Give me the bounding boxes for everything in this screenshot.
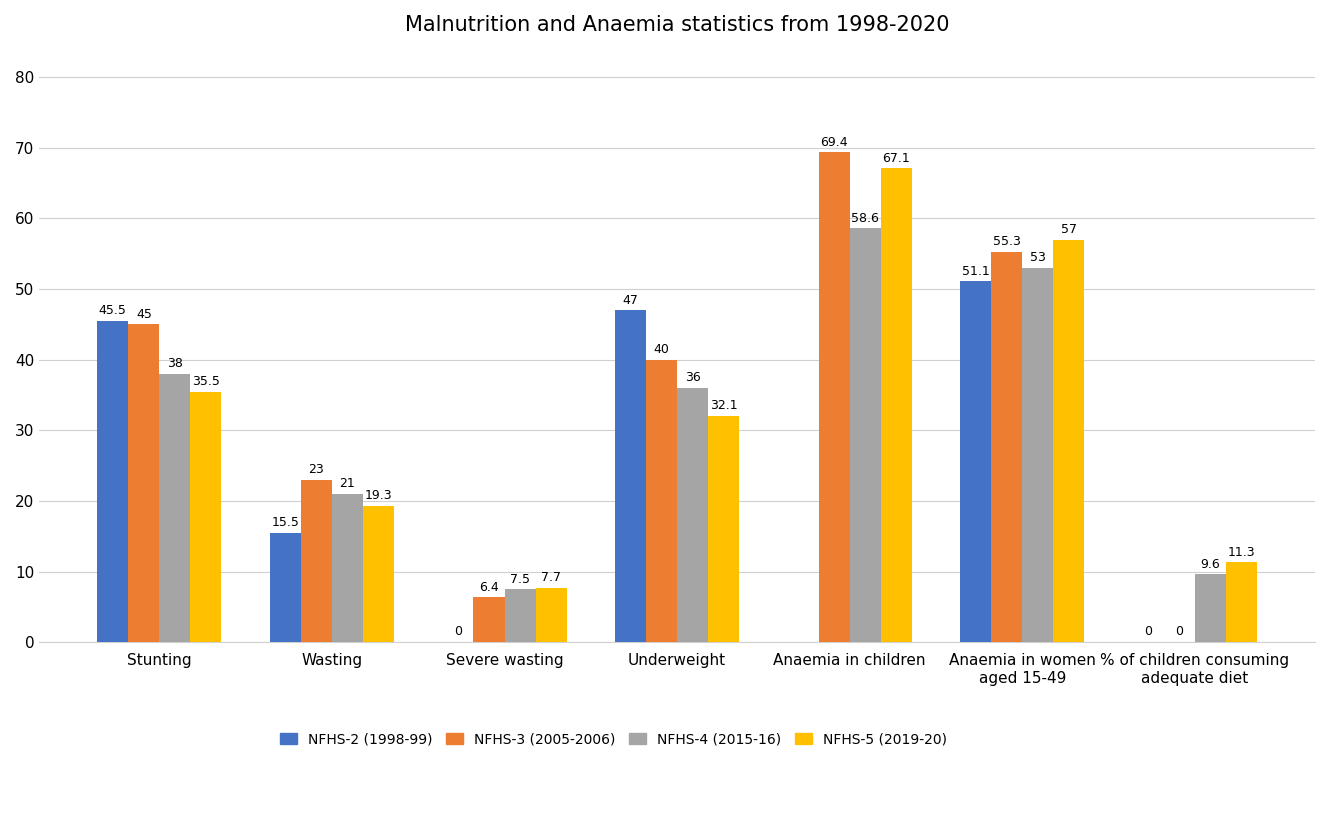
Text: 21: 21	[339, 477, 355, 490]
Text: 6.4: 6.4	[479, 580, 499, 594]
Text: 38: 38	[168, 357, 182, 370]
Bar	[850, 229, 880, 642]
Text: 45: 45	[136, 308, 152, 321]
Text: 58.6: 58.6	[851, 212, 879, 225]
Bar	[991, 252, 1023, 642]
Bar	[708, 415, 739, 642]
Bar	[332, 494, 363, 642]
Text: 23: 23	[309, 464, 325, 476]
Bar	[1194, 575, 1226, 642]
Bar	[614, 310, 646, 642]
Bar	[536, 588, 567, 642]
Bar	[190, 391, 222, 642]
Bar	[160, 374, 190, 642]
Text: 53: 53	[1029, 251, 1045, 264]
Bar	[1053, 239, 1084, 642]
Text: 55.3: 55.3	[992, 235, 1020, 249]
Bar	[504, 590, 536, 642]
Text: 0: 0	[1144, 625, 1152, 638]
Text: 0: 0	[1176, 625, 1184, 638]
Text: 69.4: 69.4	[821, 136, 849, 148]
Text: 15.5: 15.5	[271, 516, 299, 530]
Text: 57: 57	[1061, 224, 1077, 236]
Bar	[960, 281, 991, 642]
Text: 40: 40	[653, 344, 669, 356]
Bar	[677, 388, 708, 642]
Text: 9.6: 9.6	[1201, 558, 1221, 571]
Text: 11.3: 11.3	[1228, 546, 1256, 559]
Bar	[1226, 562, 1257, 642]
Text: 32.1: 32.1	[710, 399, 738, 412]
Bar	[473, 597, 504, 642]
Bar	[97, 321, 128, 642]
Text: 35.5: 35.5	[192, 375, 219, 388]
Text: 45.5: 45.5	[98, 304, 126, 318]
Bar	[646, 359, 677, 642]
Text: 67.1: 67.1	[882, 152, 910, 165]
Text: 47: 47	[622, 294, 638, 307]
Text: 7.5: 7.5	[511, 573, 531, 585]
Title: Malnutrition and Anaemia statistics from 1998-2020: Malnutrition and Anaemia statistics from…	[404, 15, 950, 35]
Text: 19.3: 19.3	[364, 490, 392, 502]
Bar	[270, 533, 301, 642]
Legend: NFHS-2 (1998-99), NFHS-3 (2005-2006), NFHS-4 (2015-16), NFHS-5 (2019-20): NFHS-2 (1998-99), NFHS-3 (2005-2006), NF…	[273, 726, 954, 753]
Bar	[301, 480, 332, 642]
Bar	[880, 168, 912, 642]
Bar	[1023, 268, 1053, 642]
Bar	[819, 152, 850, 642]
Text: 0: 0	[454, 625, 462, 638]
Text: 51.1: 51.1	[962, 265, 990, 278]
Bar	[128, 324, 160, 642]
Bar	[363, 506, 394, 642]
Text: 36: 36	[685, 371, 701, 384]
Text: 7.7: 7.7	[541, 571, 561, 585]
